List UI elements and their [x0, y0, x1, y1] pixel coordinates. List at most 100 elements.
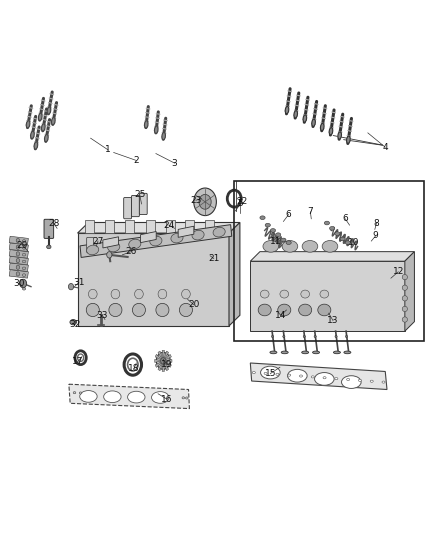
- Ellipse shape: [345, 241, 350, 245]
- Text: 1: 1: [105, 146, 111, 155]
- Circle shape: [16, 252, 20, 256]
- Ellipse shape: [285, 107, 289, 114]
- Polygon shape: [9, 236, 28, 245]
- Ellipse shape: [260, 216, 265, 220]
- Wedge shape: [162, 350, 165, 361]
- FancyBboxPatch shape: [124, 198, 131, 219]
- Polygon shape: [9, 249, 28, 258]
- Ellipse shape: [278, 304, 291, 316]
- Text: 8: 8: [374, 219, 379, 228]
- Ellipse shape: [86, 303, 99, 317]
- Ellipse shape: [318, 304, 331, 316]
- Ellipse shape: [134, 289, 143, 299]
- Ellipse shape: [300, 375, 303, 377]
- Ellipse shape: [314, 335, 316, 337]
- Ellipse shape: [22, 281, 26, 283]
- Bar: [185, 220, 194, 233]
- Ellipse shape: [152, 392, 169, 403]
- Text: 22: 22: [236, 197, 247, 206]
- Ellipse shape: [333, 351, 340, 354]
- Ellipse shape: [302, 351, 309, 354]
- Text: 5: 5: [237, 199, 243, 208]
- Text: 14: 14: [275, 311, 286, 320]
- Circle shape: [161, 358, 166, 364]
- Text: 33: 33: [97, 311, 108, 320]
- Polygon shape: [9, 270, 28, 278]
- Ellipse shape: [294, 111, 297, 118]
- FancyBboxPatch shape: [131, 196, 139, 216]
- Ellipse shape: [22, 274, 26, 277]
- Ellipse shape: [158, 289, 167, 299]
- Ellipse shape: [34, 142, 38, 149]
- Ellipse shape: [22, 267, 26, 270]
- Ellipse shape: [342, 376, 361, 389]
- Wedge shape: [163, 351, 169, 361]
- Text: 6: 6: [343, 214, 348, 223]
- Text: 25: 25: [134, 190, 145, 199]
- Ellipse shape: [213, 228, 225, 237]
- FancyBboxPatch shape: [87, 237, 94, 253]
- Wedge shape: [162, 361, 165, 372]
- Ellipse shape: [402, 296, 407, 301]
- Ellipse shape: [156, 303, 169, 317]
- Ellipse shape: [323, 377, 326, 379]
- Ellipse shape: [182, 397, 185, 399]
- Ellipse shape: [301, 290, 310, 298]
- Circle shape: [16, 238, 20, 243]
- Ellipse shape: [261, 366, 280, 379]
- Ellipse shape: [47, 107, 51, 114]
- Ellipse shape: [320, 290, 328, 298]
- Circle shape: [107, 252, 112, 258]
- Ellipse shape: [314, 373, 334, 385]
- Text: 32: 32: [69, 320, 80, 329]
- Wedge shape: [158, 351, 163, 361]
- Bar: [105, 220, 114, 233]
- Ellipse shape: [340, 237, 345, 241]
- Polygon shape: [9, 263, 28, 271]
- Ellipse shape: [382, 381, 385, 383]
- Ellipse shape: [31, 131, 34, 139]
- Ellipse shape: [346, 136, 350, 143]
- Polygon shape: [405, 252, 414, 331]
- Ellipse shape: [109, 303, 122, 317]
- Text: 16: 16: [161, 394, 173, 403]
- Ellipse shape: [104, 391, 121, 402]
- Ellipse shape: [321, 123, 324, 131]
- Ellipse shape: [272, 335, 274, 337]
- Ellipse shape: [402, 285, 407, 290]
- Ellipse shape: [111, 289, 120, 299]
- Text: 31: 31: [73, 278, 85, 287]
- Text: 29: 29: [17, 241, 28, 250]
- Polygon shape: [69, 384, 189, 409]
- Ellipse shape: [302, 240, 318, 252]
- Ellipse shape: [402, 317, 407, 322]
- Ellipse shape: [80, 391, 97, 402]
- Wedge shape: [163, 361, 171, 367]
- Text: 24: 24: [163, 221, 175, 230]
- Polygon shape: [78, 222, 240, 233]
- Circle shape: [16, 265, 20, 269]
- Text: 27: 27: [92, 237, 104, 246]
- Polygon shape: [103, 237, 119, 248]
- Ellipse shape: [22, 287, 26, 290]
- Ellipse shape: [280, 290, 289, 298]
- Ellipse shape: [358, 379, 361, 382]
- Ellipse shape: [313, 351, 320, 354]
- Wedge shape: [163, 359, 172, 362]
- Circle shape: [16, 245, 20, 249]
- Ellipse shape: [270, 229, 276, 232]
- Ellipse shape: [22, 240, 26, 243]
- Ellipse shape: [45, 134, 48, 142]
- Circle shape: [156, 352, 170, 369]
- Text: 13: 13: [327, 316, 339, 325]
- Ellipse shape: [329, 227, 335, 230]
- Ellipse shape: [276, 373, 279, 375]
- Text: 4: 4: [382, 143, 388, 152]
- Ellipse shape: [311, 376, 314, 378]
- Ellipse shape: [108, 242, 120, 252]
- Polygon shape: [251, 363, 387, 390]
- Ellipse shape: [264, 373, 267, 375]
- Ellipse shape: [286, 241, 291, 245]
- Ellipse shape: [258, 304, 271, 316]
- Ellipse shape: [276, 233, 281, 237]
